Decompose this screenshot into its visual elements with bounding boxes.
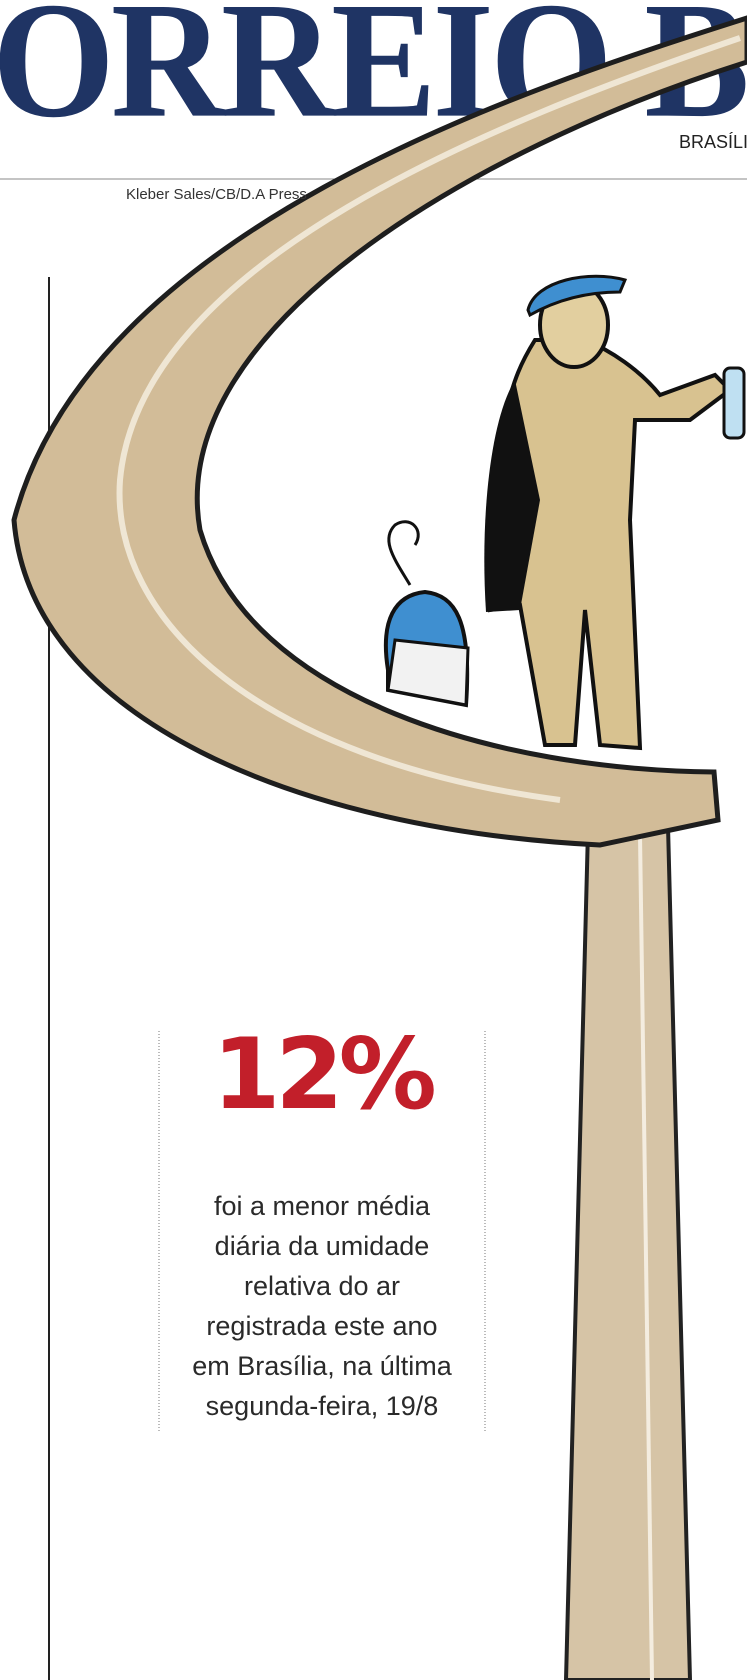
highlight-description: foi a menor média diária da umidade relati… <box>159 1186 485 1426</box>
highlight-figure: 12% <box>212 1018 437 1132</box>
description-line: registrada este ano <box>206 1311 438 1341</box>
steam <box>387 520 420 586</box>
description-line: segunda-feira, 19/8 <box>205 1391 439 1421</box>
pillar-highlight <box>638 834 654 1680</box>
pillar <box>563 823 693 1680</box>
description-line: relativa do ar <box>243 1271 401 1301</box>
masthead-edition: BRASÍLIA <box>679 132 747 152</box>
crescent-highlight <box>116 35 741 803</box>
description-line: foi a menor média <box>213 1191 431 1221</box>
jacket <box>484 380 540 612</box>
cap <box>526 274 628 318</box>
description-line: diária da umidade <box>214 1231 430 1261</box>
crescent <box>11 15 747 848</box>
humidifier-base <box>386 638 470 707</box>
bottle <box>722 366 746 440</box>
photo-credit: Kleber Sales/CB/D.A Press <box>126 186 307 203</box>
description-line: em Brasília, na última <box>192 1351 452 1381</box>
